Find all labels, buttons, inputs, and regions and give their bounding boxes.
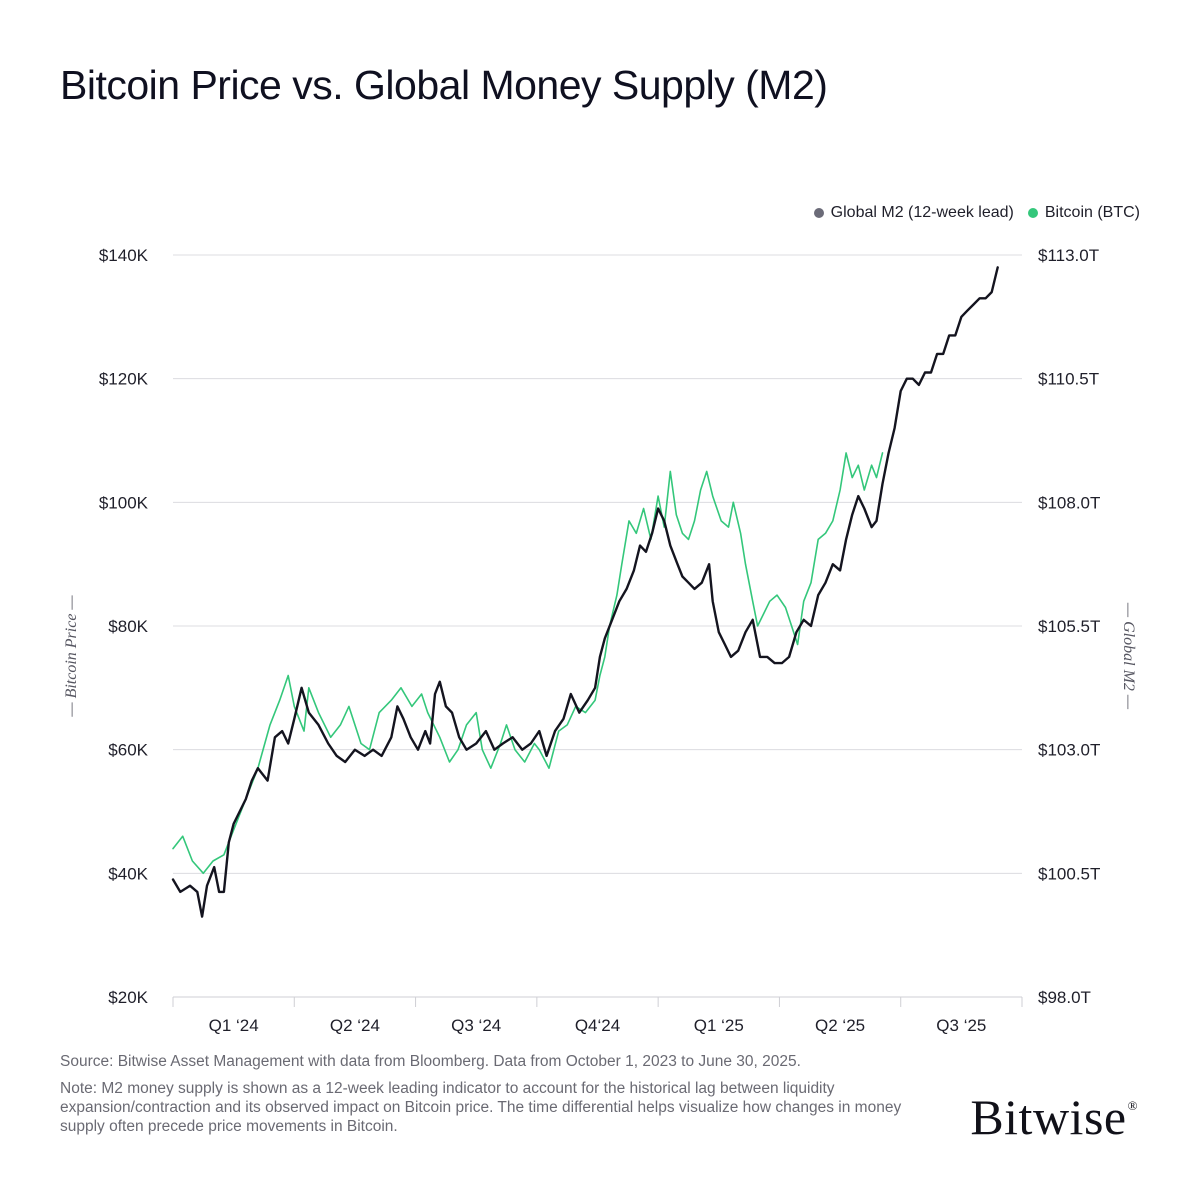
legend-dot-btc <box>1027 208 1038 218</box>
x-tick-label: Q4‘24 <box>575 1016 620 1035</box>
legend: Global M2 (12-week lead) Bitcoin (BTC) <box>813 204 1140 222</box>
footer: Source: Bitwise Asset Management with da… <box>60 1052 910 1144</box>
x-tick-label: Q3 ‘25 <box>936 1016 986 1035</box>
bitwise-logo: Bitwise® <box>970 1088 1138 1146</box>
y-right-tick-label: $103.0T <box>1038 741 1100 760</box>
x-tick-label: Q3 ‘24 <box>451 1016 501 1035</box>
y-right-tick-label: $105.5T <box>1038 617 1100 636</box>
x-tick-label: Q2 ‘25 <box>815 1016 865 1035</box>
y-right-tick-label: $98.0T <box>1038 988 1091 1007</box>
legend-label-btc: Bitcoin (BTC) <box>1044 204 1140 221</box>
y-right-tick-label: $113.0T <box>1038 246 1099 265</box>
legend-item-btc: Bitcoin (BTC) <box>1027 204 1140 222</box>
y-right-axis-title: — Global M2 — <box>1120 602 1137 710</box>
y-left-tick-label: $100K <box>99 493 149 512</box>
logo-text: Bitwise <box>970 1089 1127 1145</box>
y-left-tick-label: $140K <box>99 246 149 265</box>
methodology-note: Note: M2 money supply is shown as a 12-w… <box>60 1080 902 1135</box>
y-left-tick-label: $20K <box>108 988 148 1007</box>
series-line-m2 <box>171 266 999 918</box>
legend-label-m2: Global M2 (12-week lead) <box>830 204 1014 221</box>
legend-dot-m2 <box>813 208 824 218</box>
y-left-tick-label: $80K <box>108 617 148 636</box>
chart-title: Bitcoin Price vs. Global Money Supply (M… <box>60 62 828 108</box>
x-tick-label: Q2 ‘24 <box>330 1016 380 1035</box>
y-right-tick-label: $110.5T <box>1038 370 1099 389</box>
registered-mark: ® <box>1127 1098 1138 1113</box>
y-left-tick-label: $120K <box>99 370 149 389</box>
y-right-tick-label: $100.5T <box>1038 864 1100 883</box>
y-left-axis-title: — Bitcoin Price — <box>63 595 80 718</box>
x-tick-label: Q1 ‘25 <box>694 1016 744 1035</box>
series-line-btc <box>172 452 884 875</box>
legend-item-m2: Global M2 (12-week lead) <box>813 204 1014 222</box>
y-right-tick-label: $108.0T <box>1038 493 1100 512</box>
x-tick-label: Q1 ‘24 <box>209 1016 259 1035</box>
source-note: Source: Bitwise Asset Management with da… <box>60 1053 801 1070</box>
y-left-tick-label: $40K <box>108 864 148 883</box>
y-left-tick-label: $60K <box>108 741 148 760</box>
